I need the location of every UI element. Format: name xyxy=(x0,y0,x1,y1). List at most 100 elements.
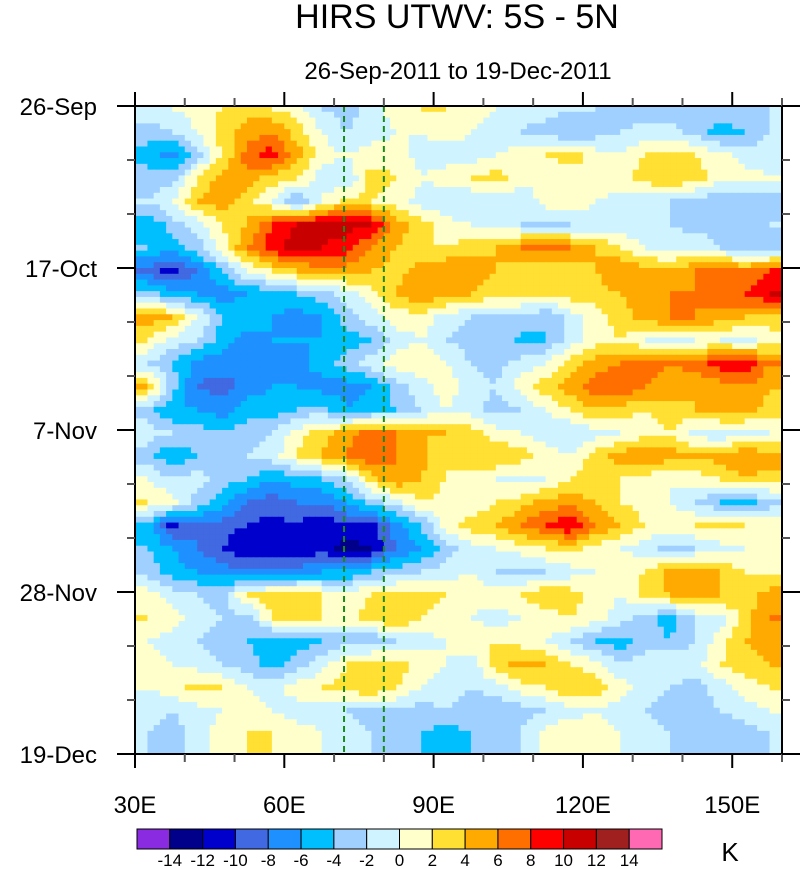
heatmap-cell xyxy=(402,372,410,379)
heatmap-cell xyxy=(489,239,497,246)
heatmap-cell xyxy=(315,314,323,321)
heatmap-cell xyxy=(564,215,572,223)
heatmap-cell xyxy=(651,360,659,367)
heatmap-cell xyxy=(271,210,279,217)
heatmap-cell xyxy=(377,337,385,344)
heatmap-cell xyxy=(564,187,572,194)
heatmap-cell xyxy=(396,285,404,292)
heatmap-cell xyxy=(682,129,690,136)
heatmap-cell xyxy=(203,221,211,229)
heatmap-cell xyxy=(358,285,366,292)
heatmap-cell xyxy=(184,377,192,385)
heatmap-cell xyxy=(172,343,180,350)
heatmap-cell xyxy=(657,175,665,182)
heatmap-cell xyxy=(769,106,777,113)
heatmap-cell xyxy=(446,273,453,281)
heatmap-cell xyxy=(253,302,261,310)
heatmap-cell xyxy=(334,221,341,229)
heatmap-cell xyxy=(358,250,366,258)
heatmap-cell xyxy=(769,331,777,339)
heatmap-cell xyxy=(558,273,565,281)
heatmap-cell xyxy=(259,302,267,310)
heatmap-cell xyxy=(427,302,435,310)
heatmap-cell xyxy=(178,152,186,159)
heatmap-cell xyxy=(508,331,516,339)
heatmap-cell xyxy=(458,320,466,327)
heatmap-cell xyxy=(670,140,677,148)
heatmap-cell xyxy=(464,244,472,252)
heatmap-cell xyxy=(769,349,777,356)
heatmap-cell xyxy=(371,123,379,130)
heatmap-cell xyxy=(713,204,721,211)
heatmap-cell xyxy=(726,215,733,223)
heatmap-cell xyxy=(365,158,372,165)
heatmap-cell xyxy=(141,123,149,130)
heatmap-cell xyxy=(209,210,217,217)
heatmap-cell xyxy=(334,158,341,165)
heatmap-cell xyxy=(371,181,379,188)
heatmap-cell xyxy=(738,187,746,194)
heatmap-cell xyxy=(209,366,217,373)
heatmap-cell xyxy=(458,256,466,263)
heatmap-cell xyxy=(190,337,198,344)
heatmap-cell xyxy=(222,302,229,310)
heatmap-cell xyxy=(184,123,192,130)
heatmap-cell xyxy=(464,273,472,281)
heatmap-cell xyxy=(520,244,528,252)
heatmap-cell xyxy=(645,129,652,136)
heatmap-cell xyxy=(570,291,578,298)
heatmap-cell xyxy=(396,140,404,148)
heatmap-cell xyxy=(352,349,360,356)
heatmap-cell xyxy=(327,372,335,379)
heatmap-cell xyxy=(377,325,385,333)
heatmap-cell xyxy=(576,215,584,223)
heatmap-cell xyxy=(626,169,634,177)
heatmap-cell xyxy=(346,372,354,379)
heatmap-cell xyxy=(135,163,142,171)
heatmap-cell xyxy=(732,372,740,379)
heatmap-cell xyxy=(209,146,217,153)
heatmap-cell xyxy=(582,320,590,327)
heatmap-cell xyxy=(458,285,466,292)
heatmap-cell xyxy=(396,210,404,217)
heatmap-cell xyxy=(377,134,385,142)
heatmap-cell xyxy=(427,244,435,252)
heatmap-cell xyxy=(352,117,360,124)
heatmap-cell xyxy=(570,320,578,327)
heatmap-cell xyxy=(489,279,497,286)
heatmap-cell xyxy=(719,175,727,182)
heatmap-cell xyxy=(688,331,696,339)
heatmap-cell xyxy=(670,106,677,113)
heatmap-cell xyxy=(135,192,142,200)
heatmap-cell xyxy=(614,314,621,321)
heatmap-cell xyxy=(688,181,696,188)
heatmap-cell xyxy=(732,354,740,362)
heatmap-cell xyxy=(408,221,416,229)
heatmap-cell xyxy=(558,198,565,205)
heatmap-cell xyxy=(346,158,354,165)
heatmap-cell xyxy=(620,354,628,362)
heatmap-cell xyxy=(365,123,372,130)
heatmap-cell xyxy=(645,372,652,379)
heatmap-cell xyxy=(309,146,317,153)
heatmap-cell xyxy=(626,215,634,223)
heatmap-cell xyxy=(352,158,360,165)
heatmap-cell xyxy=(153,279,161,286)
heatmap-cell xyxy=(141,343,149,350)
heatmap-cell xyxy=(676,140,684,148)
heatmap-cell xyxy=(421,192,428,200)
heatmap-cell xyxy=(278,181,285,188)
heatmap-cell xyxy=(228,302,236,310)
heatmap-cell xyxy=(209,343,217,350)
heatmap-cell xyxy=(452,331,460,339)
heatmap-cell xyxy=(520,296,528,304)
heatmap-cell xyxy=(184,215,192,223)
heatmap-cell xyxy=(172,296,180,304)
heatmap-cell xyxy=(595,123,603,130)
heatmap-cell xyxy=(178,163,186,171)
heatmap-cell xyxy=(757,296,764,304)
heatmap-cell xyxy=(502,337,509,344)
heatmap-cell xyxy=(464,250,472,258)
heatmap-cell xyxy=(520,163,528,171)
heatmap-cell xyxy=(215,314,223,321)
